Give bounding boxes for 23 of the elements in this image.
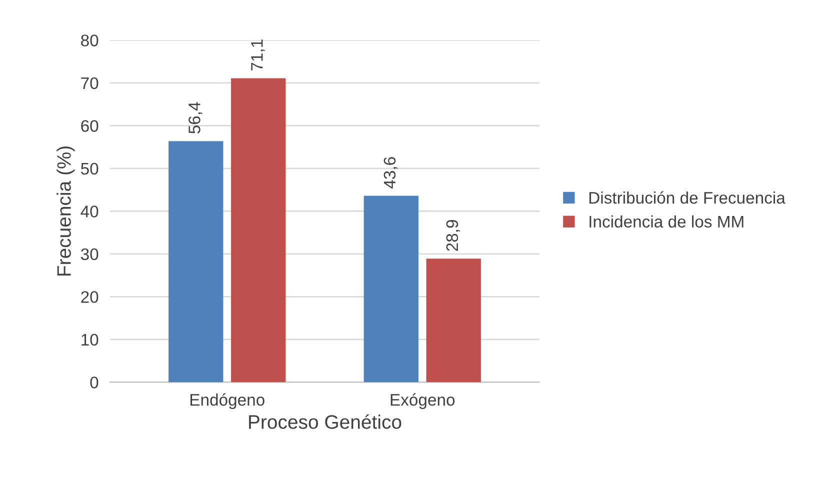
data-label: 71,1 <box>251 40 265 70</box>
data-label: 43,6 <box>384 157 398 188</box>
x-tick-label: Endógeno <box>190 393 264 410</box>
bar <box>168 141 224 382</box>
y-axis-title: Frecuencia (%) <box>56 146 75 276</box>
x-axis-title: Proceso Genético <box>249 414 402 429</box>
y-tick-label: 30 <box>80 248 98 260</box>
y-tick-label: 20 <box>81 291 98 303</box>
bar <box>231 78 286 382</box>
legend-label: Incidencia de los MM <box>590 215 744 228</box>
y-tick-label: 10 <box>82 334 98 346</box>
data-label: 56,4 <box>188 102 202 134</box>
y-tick-label: 0 <box>90 376 98 388</box>
y-tick-label: 40 <box>80 206 98 218</box>
y-tick-label: 50 <box>80 162 98 175</box>
y-tick-label: 70 <box>81 77 98 90</box>
x-tick-label: Exógeno <box>390 393 455 410</box>
legend-label: Distribución de Frecuencia <box>589 191 786 204</box>
data-label: 28,9 <box>446 220 460 251</box>
y-tick-label: 60 <box>81 120 98 132</box>
bar <box>426 258 481 382</box>
y-tick-label: 80 <box>81 34 98 46</box>
bar <box>364 196 418 382</box>
